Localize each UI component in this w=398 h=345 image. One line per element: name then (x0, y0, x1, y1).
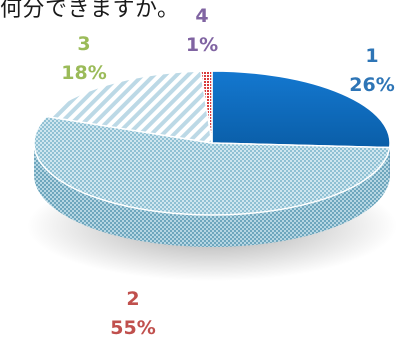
pie-label-layer: 126%255%318%41% (61, 5, 394, 339)
pie-slice-2 (33, 115, 391, 216)
data-label-2: 255% (110, 288, 155, 339)
percent-label-4: 1% (186, 34, 218, 56)
pie-slice-3 (44, 70, 213, 144)
pie-slice-1 (211, 70, 391, 149)
percent-label-2: 55% (110, 317, 155, 339)
header-text: 何分できますか。 (0, 0, 180, 22)
data-label-4: 41% (186, 5, 218, 56)
category-label-2: 2 (126, 288, 139, 310)
percent-label-1: 26% (349, 74, 394, 96)
category-label-4: 4 (195, 5, 208, 27)
percent-label-3: 18% (61, 62, 106, 84)
pie-side-layer (34, 143, 390, 247)
pie-top-layer (33, 70, 391, 216)
data-label-3: 318% (61, 33, 106, 84)
pie-slice-4 (199, 70, 213, 144)
pie-side-2 (34, 143, 390, 247)
data-label-1: 126% (349, 45, 394, 96)
category-label-1: 1 (365, 45, 378, 67)
category-label-3: 3 (77, 33, 90, 55)
